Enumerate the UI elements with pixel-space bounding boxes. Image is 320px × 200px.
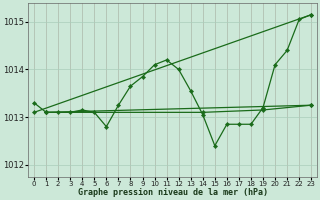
X-axis label: Graphe pression niveau de la mer (hPa): Graphe pression niveau de la mer (hPa) [78, 188, 268, 197]
